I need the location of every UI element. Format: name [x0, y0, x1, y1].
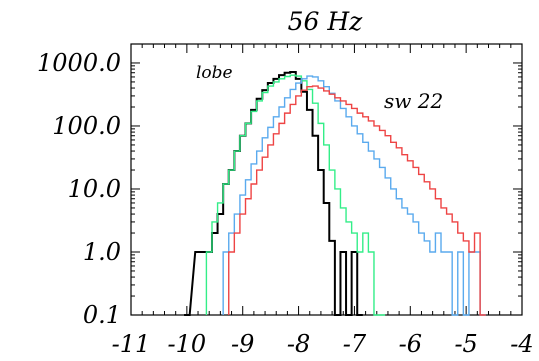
tick-marks [130, 43, 523, 316]
tick-labels: -11 -10 -9 -8 -7 -6 -5 -4 0.1 1.0 10.0 100.0 1000.0 [37, 49, 534, 358]
y-tick-label: 100.0 [52, 112, 121, 140]
plot-frame [130, 43, 523, 316]
series-line [184, 70, 363, 316]
annotation-label: lobe [196, 63, 233, 83]
x-tick-label: -7 [343, 330, 367, 358]
x-tick-label: -11 [112, 330, 151, 358]
y-tick-label: 1.0 [83, 238, 121, 266]
x-tick-label: -10 [168, 330, 207, 358]
x-tick-label: -8 [287, 330, 310, 358]
chart-title: 56 Hz [288, 7, 364, 36]
series-line [205, 74, 386, 316]
series-line [228, 85, 486, 316]
y-tick-label: 10.0 [68, 175, 121, 203]
x-tick-label: -6 [399, 330, 422, 358]
series-group [184, 70, 486, 316]
annotations: lobe sw 22 [196, 63, 443, 113]
x-tick-label: -5 [454, 330, 477, 358]
y-tick-label: 0.1 [83, 301, 121, 329]
y-tick-label: 1000.0 [37, 49, 121, 77]
x-tick-label: -9 [231, 330, 254, 358]
x-tick-label: -4 [510, 330, 533, 358]
series-line [222, 75, 486, 316]
annotation-label: sw 22 [384, 89, 443, 113]
